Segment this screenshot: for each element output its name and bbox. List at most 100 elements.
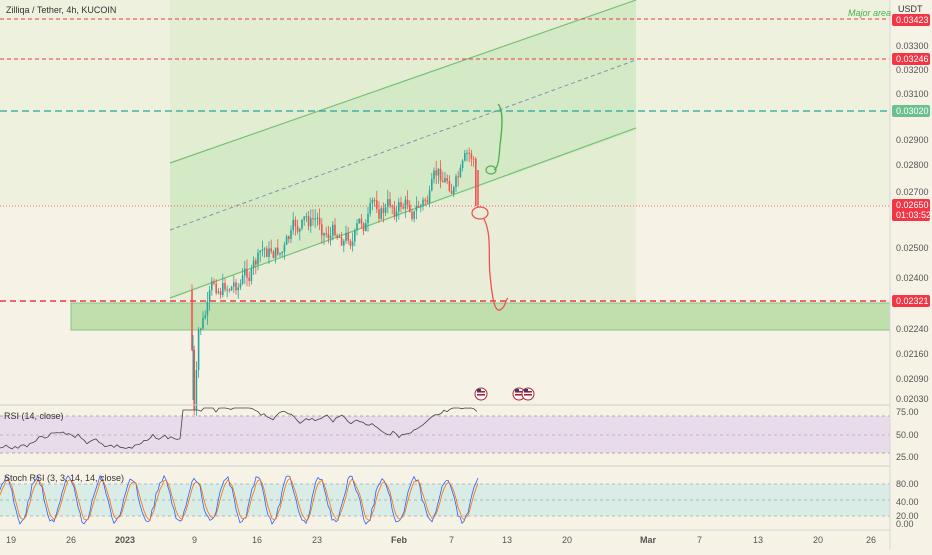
time-label: Mar [640, 535, 657, 545]
price-scale[interactable] [890, 0, 932, 550]
candle-body [239, 283, 242, 288]
candle-body [395, 211, 398, 217]
candle-body [206, 301, 209, 316]
channel-mid-line[interactable] [169, 59, 637, 231]
candle-body [373, 199, 376, 201]
candle-body [272, 251, 275, 259]
candle-body [191, 290, 193, 350]
us-flag-icon[interactable] [521, 387, 535, 401]
stoch-k-line [0, 474, 479, 525]
candle-body [437, 168, 440, 176]
candle-body [376, 200, 378, 210]
candle-body [299, 228, 301, 232]
candle-body [457, 176, 459, 178]
price-badge-text: 0.03423 [896, 15, 929, 25]
candle-body [351, 241, 354, 246]
candle-body [435, 170, 437, 176]
price-badge-03246 [892, 53, 930, 65]
stoch-label[interactable]: Stoch RSI (3, 3, 14, 14, close) [4, 473, 124, 483]
candle-body [415, 206, 418, 212]
candle-body [255, 260, 257, 265]
current-price-text: 0.02650 [896, 200, 929, 210]
candle-body [475, 158, 477, 206]
projection-path-red[interactable] [483, 218, 509, 311]
rsi-tick: 75.00 [896, 407, 919, 417]
candle-body [384, 207, 387, 213]
time-label: 7 [449, 535, 454, 545]
time-label: Feb [391, 535, 408, 545]
projection-circle-red[interactable] [471, 206, 489, 220]
price-tick: 0.02030 [896, 394, 929, 404]
price-tick: 0.03100 [896, 89, 929, 99]
candle-body [356, 223, 358, 231]
candle-body [279, 253, 281, 255]
candle-body [472, 158, 475, 160]
time-label: 20 [562, 535, 572, 545]
price-badge-03020 [892, 105, 930, 117]
candle-body [439, 168, 442, 181]
us-flag-icon[interactable] [512, 387, 526, 401]
rsi-label[interactable]: RSI (14, close) [4, 411, 64, 421]
candle-body [332, 224, 334, 236]
candle-body [217, 291, 220, 293]
candle-body [248, 277, 250, 281]
candle-body [208, 290, 211, 302]
candle-body [197, 330, 200, 370]
projection-path-green[interactable] [493, 103, 503, 171]
candle-body [305, 216, 308, 218]
candle-body [336, 235, 338, 238]
rsi-band [0, 416, 890, 453]
candle-body [334, 224, 336, 236]
stoch-tick: 0.00 [896, 519, 914, 529]
candle-body [233, 282, 235, 287]
candle-body [252, 260, 255, 269]
candle-body [448, 181, 451, 191]
channel-upper-line[interactable] [169, 0, 637, 164]
price-tick: 0.02900 [896, 135, 929, 145]
candle-body [321, 224, 323, 236]
candle-body [354, 230, 356, 242]
candle-body [343, 240, 345, 246]
candle-body [378, 209, 380, 219]
price-badge-03423 [892, 14, 930, 26]
us-flag-icon[interactable] [474, 387, 488, 401]
candle-body [389, 199, 391, 206]
candle-body [281, 251, 283, 254]
candle-body [250, 268, 253, 281]
candle-body [453, 186, 455, 194]
candle-body [433, 170, 435, 180]
candle-body [290, 230, 292, 240]
candle-body [325, 233, 327, 235]
candle-body [345, 233, 347, 241]
candle-body [404, 199, 407, 209]
price-tick: 0.03300 [896, 41, 929, 51]
candle-body [222, 283, 224, 296]
candle-body [241, 275, 244, 284]
current-price-badge [892, 199, 930, 221]
candle-body [455, 176, 457, 187]
candle-body [263, 248, 266, 250]
candle-body [268, 248, 270, 257]
projection-circle-green[interactable] [485, 165, 497, 175]
candle-body [235, 282, 237, 291]
candle-body [420, 205, 422, 208]
price-tick: 0.02400 [896, 273, 929, 283]
time-label: 20 [813, 535, 823, 545]
time-label: 19 [6, 535, 16, 545]
candle-body [244, 268, 246, 276]
countdown-text: 01:03:52 [896, 210, 931, 220]
candle-body [477, 206, 479, 207]
candle-body [288, 236, 290, 240]
candle-body [391, 205, 393, 208]
candle-body [340, 236, 343, 246]
time-label: 16 [252, 535, 262, 545]
candle-body [400, 202, 402, 208]
candle-body [266, 248, 268, 257]
candle-body [349, 240, 352, 246]
time-label: 13 [753, 535, 763, 545]
support-zone[interactable] [70, 302, 891, 331]
candle-body [237, 287, 239, 291]
candle-body [398, 202, 400, 212]
